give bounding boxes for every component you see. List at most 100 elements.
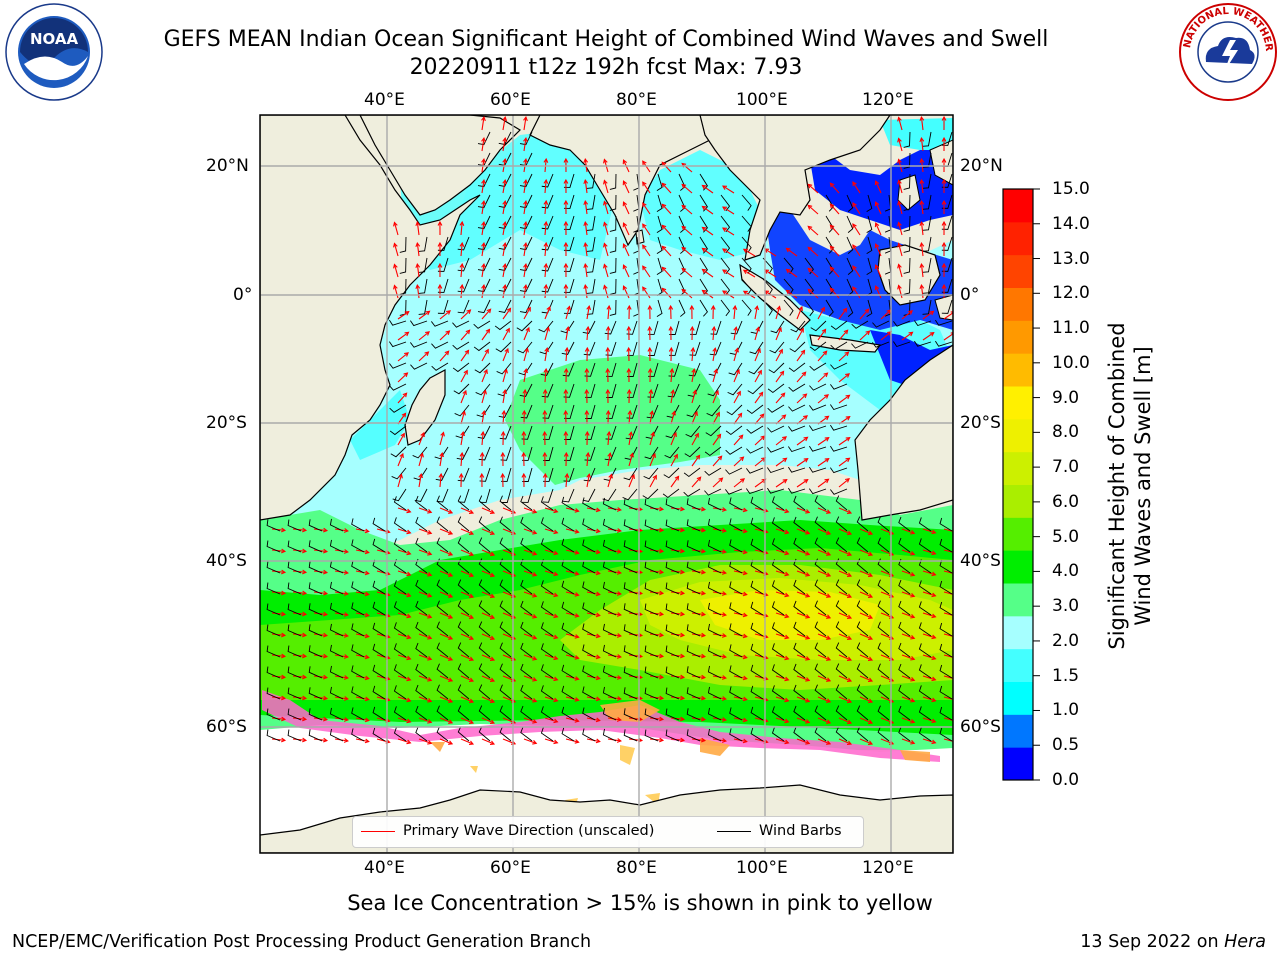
wave-arrow-head — [343, 717, 349, 722]
wave-arrow-head — [302, 674, 308, 680]
wave-arrow — [764, 248, 777, 257]
wind-barb — [729, 665, 743, 679]
wave-arrow-head — [824, 415, 830, 421]
wave-arrow — [565, 528, 579, 533]
wind-barb — [499, 600, 512, 616]
credit-left: NCEP/EMC/Verification Post Processing Pr… — [12, 932, 592, 952]
y-tick-right: 40°S — [960, 551, 1001, 571]
wave-arrow — [817, 350, 828, 362]
wave-arrow-head — [826, 740, 832, 745]
wave-arrow-head — [523, 242, 528, 248]
wave-arrow — [544, 285, 547, 299]
wind-barb — [415, 726, 428, 742]
wave-arrow — [523, 612, 537, 618]
wind-barb — [389, 383, 407, 391]
wind-barb — [835, 726, 848, 742]
wind-barb — [609, 257, 617, 274]
wave-arrow — [502, 285, 506, 299]
wave-arrow — [460, 411, 466, 425]
wave-arrow-head — [784, 529, 790, 535]
wave-arrow — [691, 612, 705, 616]
wave-arrow-head — [364, 675, 370, 681]
wind-barb — [541, 173, 554, 188]
wave-arrow-head — [897, 242, 902, 248]
wave-arrow — [830, 266, 840, 278]
wave-arrow-head — [630, 473, 635, 480]
wave-arrow-head — [931, 550, 937, 556]
wave-arrow-head — [852, 202, 857, 208]
wind-barb — [750, 580, 764, 595]
wind-barb — [790, 320, 806, 333]
wind-barb — [389, 425, 407, 436]
wave-arrow — [817, 717, 831, 724]
wave-arrow-head — [649, 410, 655, 416]
wave-arrow-head — [574, 739, 580, 744]
wind-barb — [372, 622, 386, 637]
wave-arrow — [481, 633, 495, 640]
wind-barb — [609, 278, 617, 295]
wave-arrow — [584, 264, 588, 278]
wind-barb — [586, 257, 596, 273]
wave-arrow — [565, 306, 571, 320]
wave-arrow-head — [481, 410, 487, 416]
wave-arrow-head — [427, 656, 433, 661]
wind-barb — [308, 519, 323, 532]
wave-arrow-head — [777, 326, 782, 333]
wave-arrow-head — [807, 288, 813, 294]
wave-arrow-head — [415, 241, 421, 248]
wave-arrow-head — [931, 739, 937, 745]
wave-arrow — [607, 306, 610, 320]
wave-arrow — [670, 528, 684, 531]
wave-arrow-head — [502, 263, 508, 269]
wind-barb — [644, 498, 659, 511]
wave-arrow-head — [393, 284, 398, 290]
wave-arrow-head — [322, 590, 329, 596]
wave-arrow — [502, 243, 506, 257]
wind-barb — [644, 729, 659, 742]
wave-arrow — [271, 675, 285, 678]
wave-arrow-head — [401, 412, 407, 418]
wave-arrow-head — [415, 220, 421, 227]
wind-barb — [329, 560, 344, 574]
wave-arrow — [502, 369, 508, 383]
wind-barb — [561, 601, 575, 616]
wave-arrow — [670, 696, 684, 699]
wind-barb — [771, 643, 785, 658]
wind-barb — [872, 320, 890, 328]
wave-arrow-head — [425, 310, 431, 316]
wind-barb — [393, 496, 407, 511]
wave-arrow-head — [910, 698, 916, 703]
wind-barb — [918, 727, 932, 742]
wave-arrow-head — [521, 409, 527, 415]
wind-barb — [476, 404, 491, 418]
wave-arrow — [439, 612, 453, 619]
wave-arrow — [397, 612, 411, 618]
wave-arrow-head — [448, 509, 454, 514]
wave-arrow — [565, 591, 579, 596]
wave-arrow-head — [867, 593, 874, 598]
wave-arrow — [691, 390, 697, 404]
wind-barb — [809, 466, 827, 473]
wave-arrow — [523, 654, 537, 660]
wave-arrow-head — [463, 369, 468, 375]
wind-barb — [877, 516, 890, 532]
wind-barb — [431, 341, 449, 349]
wave-arrow-head — [481, 158, 486, 164]
wind-barb — [699, 278, 708, 296]
wind-barb — [563, 467, 575, 482]
wind-barb — [415, 663, 428, 679]
wind-barb — [540, 622, 554, 637]
wind-barb — [741, 257, 752, 274]
wave-arrow-head — [721, 570, 727, 575]
wave-arrow-head — [481, 116, 486, 122]
wind-barb — [770, 320, 785, 334]
wave-arrow — [691, 675, 705, 679]
wind-barb — [667, 383, 680, 398]
wave-arrow — [670, 675, 684, 678]
wave-arrow-head — [526, 306, 531, 312]
wave-arrow — [733, 327, 737, 341]
wave-arrow-head — [444, 350, 450, 356]
wave-arrow — [691, 433, 699, 446]
wave-arrow-head — [468, 656, 475, 661]
wind-barb — [707, 497, 722, 511]
